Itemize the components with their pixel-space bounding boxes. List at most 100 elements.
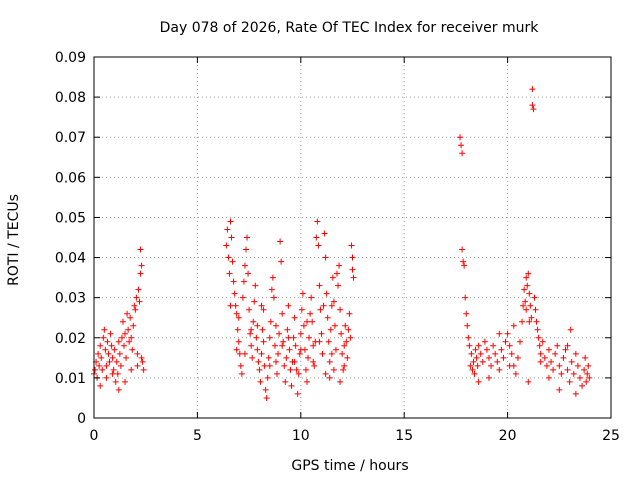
- data-point: [270, 294, 277, 301]
- data-point: [106, 358, 113, 365]
- data-point: [543, 362, 550, 369]
- data-point: [481, 338, 488, 345]
- data-point: [238, 370, 245, 377]
- data-point: [269, 274, 276, 281]
- data-point: [498, 346, 505, 353]
- data-point: [560, 354, 567, 361]
- data-point: [253, 334, 260, 341]
- data-point: [473, 354, 480, 361]
- data-point: [272, 322, 279, 329]
- data-point: [463, 310, 470, 317]
- data-point: [291, 314, 298, 321]
- y-tick-label: 0.03: [55, 291, 86, 307]
- data-point: [526, 290, 533, 297]
- data-point: [227, 302, 234, 309]
- y-tick-label: 0.07: [55, 130, 86, 146]
- data-point: [260, 338, 267, 345]
- data-point: [257, 378, 264, 385]
- data-point: [233, 310, 240, 317]
- data-point: [136, 298, 143, 305]
- data-point: [109, 370, 116, 377]
- data-point: [299, 290, 306, 297]
- data-point: [461, 262, 468, 269]
- x-axis-label: GPS time / hours: [291, 458, 408, 474]
- data-point: [341, 362, 348, 369]
- data-point: [523, 306, 530, 313]
- data-point: [530, 106, 537, 113]
- data-point: [118, 334, 125, 341]
- data-point: [490, 342, 497, 349]
- data-point: [99, 366, 106, 373]
- data-point: [282, 378, 289, 385]
- data-point: [492, 350, 499, 357]
- data-point: [103, 362, 110, 369]
- x-axis-ticks: 0 5 10 15 20 25: [90, 57, 620, 444]
- data-point: [517, 338, 524, 345]
- grid-lines: [94, 57, 611, 418]
- data-point: [251, 298, 258, 305]
- data-point: [308, 294, 315, 301]
- data-point: [302, 366, 309, 373]
- data-point: [103, 374, 110, 381]
- data-point: [576, 374, 583, 381]
- data-point: [504, 330, 511, 337]
- data-point: [339, 350, 346, 357]
- data-point: [229, 258, 236, 265]
- data-point: [137, 246, 144, 253]
- data-point: [281, 362, 288, 369]
- data-point: [223, 242, 230, 249]
- data-point: [264, 374, 271, 381]
- data-point: [95, 350, 102, 357]
- data-point: [306, 334, 313, 341]
- data-point: [556, 362, 563, 369]
- data-point: [98, 354, 105, 361]
- data-point: [140, 366, 147, 373]
- data-point: [337, 378, 344, 385]
- data-point: [122, 378, 129, 385]
- data-point: [545, 346, 552, 353]
- data-point: [276, 330, 283, 337]
- data-point: [296, 350, 303, 357]
- data-point: [528, 314, 535, 321]
- data-point: [328, 302, 335, 309]
- data-point: [322, 370, 329, 377]
- data-point: [537, 358, 544, 365]
- data-point: [512, 370, 519, 377]
- data-point: [572, 390, 579, 397]
- data-point: [105, 350, 112, 357]
- data-point: [545, 374, 552, 381]
- data-point: [100, 334, 107, 341]
- data-point: [317, 306, 324, 313]
- data-point: [274, 370, 281, 377]
- data-point: [462, 294, 469, 301]
- data-point: [572, 350, 579, 357]
- data-point: [349, 266, 356, 273]
- data-point: [337, 306, 344, 313]
- data-point: [304, 318, 311, 325]
- data-point: [539, 338, 546, 345]
- data-point: [508, 350, 515, 357]
- data-point: [581, 366, 588, 373]
- data-point: [582, 354, 589, 361]
- data-point: [110, 366, 117, 373]
- data-point: [336, 262, 343, 269]
- data-point: [120, 342, 127, 349]
- data-point: [130, 322, 137, 329]
- data-point: [115, 386, 122, 393]
- data-point: [92, 366, 99, 373]
- data-point: [331, 322, 338, 329]
- data-point: [235, 338, 242, 345]
- data-point: [548, 358, 555, 365]
- data-point: [329, 274, 336, 281]
- data-point: [529, 86, 536, 93]
- data-point: [316, 338, 323, 345]
- data-point: [235, 314, 242, 321]
- data-point: [284, 326, 291, 333]
- data-point: [459, 246, 466, 253]
- data-point: [119, 318, 126, 325]
- data-point: [583, 378, 590, 385]
- data-point: [109, 354, 116, 361]
- data-point: [471, 370, 478, 377]
- data-point: [324, 314, 331, 321]
